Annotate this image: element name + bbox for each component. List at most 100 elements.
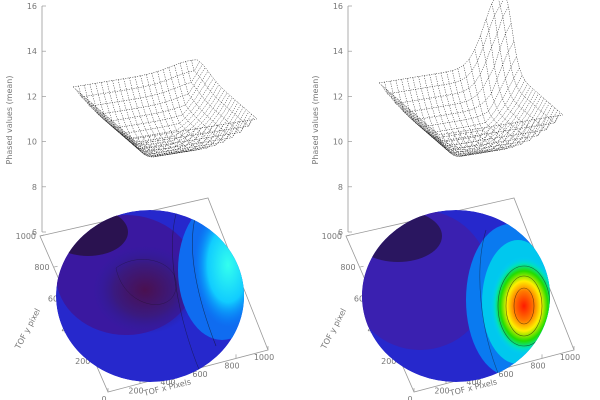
mesh-line	[436, 112, 561, 142]
mesh-line	[112, 80, 173, 158]
mesh-line	[395, 80, 457, 151]
mesh-line	[395, 67, 520, 134]
mesh-line	[438, 114, 564, 136]
mesh-line	[412, 77, 474, 157]
mesh-line	[123, 78, 184, 156]
mesh-line	[446, 71, 507, 153]
z-tick-label: 10	[27, 138, 37, 147]
mesh-line	[146, 74, 207, 152]
mesh-line	[390, 81, 451, 147]
x-tick-label: 200	[434, 387, 449, 396]
mesh-line	[168, 67, 230, 146]
y-tick-label: 600	[354, 294, 369, 303]
mesh-line	[151, 73, 213, 151]
y-tick-label: 1000	[16, 232, 36, 241]
y-axis-label: TOF y pixel	[319, 307, 348, 351]
mesh-line	[124, 111, 250, 153]
mesh-line	[83, 70, 209, 122]
x-tick-label: 1000	[560, 353, 580, 362]
x-tick-label: 0	[101, 395, 106, 400]
contour-upper-left	[56, 210, 128, 256]
mesh-line	[91, 81, 217, 139]
mesh-line	[480, 35, 541, 141]
mesh-line	[110, 99, 236, 157]
mesh-line	[406, 86, 531, 148]
contour-cold-core	[93, 246, 197, 334]
mesh-line	[384, 6, 509, 104]
mesh-line	[132, 118, 258, 140]
contour-line	[172, 213, 201, 373]
y-tick	[53, 265, 58, 268]
mesh-line	[491, 3, 552, 131]
mesh-line	[433, 110, 558, 147]
mesh-line	[100, 82, 162, 157]
y-tick-label: 200	[75, 357, 90, 366]
x-tick-label: 600	[498, 370, 513, 379]
y-tick-label: 600	[48, 294, 63, 303]
z-tick-label: 16	[27, 2, 37, 11]
mesh-line	[130, 116, 255, 145]
mesh-line	[78, 85, 139, 145]
contour-line	[192, 213, 217, 347]
mesh-line	[401, 79, 462, 154]
mesh-line	[86, 74, 211, 129]
mesh-line	[430, 107, 556, 151]
x-tick-label: 0	[407, 395, 412, 400]
z-tick-label: 14	[333, 47, 343, 56]
mesh-line	[117, 79, 179, 157]
panel-left: 6 8 10 12 14 16 Phased values (mean) 200 400 60…	[5, 2, 274, 400]
mesh-line	[419, 98, 545, 157]
y-tick-label: 800	[340, 263, 355, 272]
y-tick	[345, 234, 351, 237]
y-tick	[359, 265, 364, 268]
mesh-line	[457, 68, 519, 151]
z-tick-label: 12	[333, 92, 343, 101]
z-tick-label: 8	[32, 183, 37, 192]
z-tick-label: 16	[333, 2, 343, 11]
mesh-line	[423, 75, 485, 157]
mesh-line	[127, 114, 252, 150]
z-tick-label: 8	[338, 183, 343, 192]
mesh-line	[78, 64, 203, 107]
mesh-line	[468, 59, 530, 148]
mesh-line	[498, 0, 558, 124]
mesh-line	[397, 75, 523, 138]
mesh-line	[378, 0, 495, 84]
mesh-line	[97, 87, 222, 146]
mesh-line	[196, 59, 258, 120]
z-axis-left: 6 8 10 12 14 16 Phased values (mean)	[5, 2, 46, 237]
y-tick	[39, 234, 45, 237]
y-axis-label: TOF y pixel	[13, 307, 42, 351]
mesh-line	[506, 0, 564, 116]
mesh-line	[75, 61, 200, 98]
mesh-line	[134, 76, 196, 154]
x-tick-label: 800	[224, 361, 239, 370]
mesh-line	[72, 59, 198, 88]
mesh-line	[179, 63, 241, 139]
x-tick-label: 400	[466, 378, 481, 387]
mesh-line	[185, 61, 246, 133]
mesh-line	[418, 76, 479, 157]
mesh-line	[406, 78, 468, 156]
z-tick-label: 14	[27, 47, 37, 56]
mesh-line	[485, 18, 547, 137]
contour-max-region	[490, 256, 550, 356]
mesh-line	[474, 49, 536, 145]
z-tick-label: 10	[333, 138, 343, 147]
mesh-line	[113, 102, 239, 158]
z-axis-label: Phased values (mean)	[5, 76, 14, 165]
contour-line	[513, 287, 535, 325]
panel-right: 6 8 10 12 14 16 Phased values (mean) 200 400 60…	[311, 0, 580, 400]
mesh-line	[162, 69, 224, 149]
wireframe-surface-left	[72, 59, 258, 158]
x-tick-label: 400	[160, 378, 175, 387]
x-tick-label: 200	[128, 387, 143, 396]
contour-upper-left	[362, 210, 442, 262]
mesh-line	[425, 102, 550, 156]
z-axis-right: 6 8 10 12 14 16 Phased values (mean)	[311, 2, 352, 237]
contour-map-left	[56, 210, 244, 382]
mesh-line	[414, 93, 539, 155]
contour-max-region	[194, 210, 244, 327]
y-tick-label: 1000	[322, 232, 342, 241]
